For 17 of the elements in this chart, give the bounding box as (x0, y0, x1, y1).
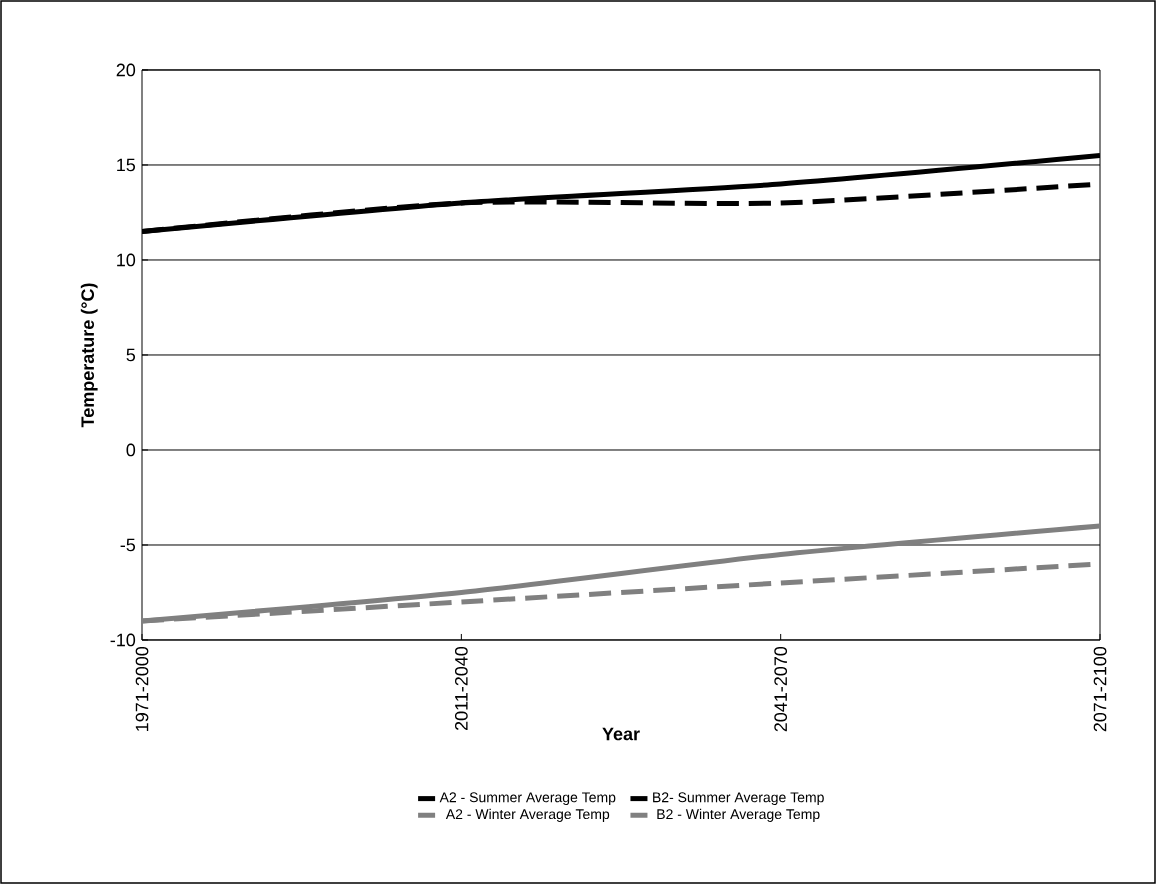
y-tick-label: 10 (117, 253, 136, 267)
y-tick-label: 0 (126, 443, 136, 457)
y-tick-label: -10 (110, 633, 136, 647)
legend-label: A2 - Summer Average Temp (439, 792, 616, 806)
x-tick-label: 2011-2040 (454, 646, 468, 731)
y-tick-label: 5 (126, 348, 136, 362)
y-tick-label: 15 (117, 158, 136, 172)
y-axis-title: Temperature (°C) (80, 283, 98, 428)
x-tick-label: 1971-2000 (135, 646, 149, 731)
legend-label: B2- Summer Average Temp (653, 792, 824, 806)
x-axis-title: Year (602, 727, 640, 741)
legend-label: A2 - Winter Average Temp (445, 808, 610, 822)
y-tick-label: -5 (120, 538, 136, 552)
legend-label: B2 - Winter Average Temp (657, 808, 820, 822)
y-tick-label: 20 (116, 63, 136, 77)
x-tick-label: 2071-2100 (1093, 646, 1107, 732)
x-tick-label: 2041-2070 (774, 646, 788, 732)
